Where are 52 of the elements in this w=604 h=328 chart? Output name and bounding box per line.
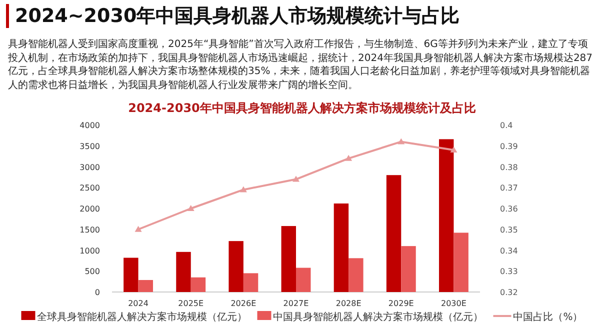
point <box>292 176 300 182</box>
y2-tick-label: 0.38 <box>500 162 518 172</box>
y2-tick-label: 0.4 <box>500 121 513 130</box>
x-tick-label: 2027E <box>283 299 309 308</box>
bar <box>176 252 191 292</box>
y-tick-label: 1000 <box>80 246 100 256</box>
bar <box>190 277 206 292</box>
y-tick-label: 0 <box>94 288 100 297</box>
y-tick-label: 2500 <box>80 184 100 193</box>
x-tick-label: 2024 <box>128 299 148 308</box>
y2-tick-label: 0.36 <box>500 204 518 214</box>
y-tick-label: 3000 <box>80 162 100 172</box>
y2-tick-label: 0.39 <box>500 142 518 151</box>
y-tick-label: 2000 <box>80 204 100 214</box>
bar <box>296 268 311 292</box>
bar <box>401 246 416 292</box>
bar <box>454 232 468 292</box>
x-tick-label: 2026E <box>230 299 256 308</box>
legend-label: 中国占比（%） <box>513 311 583 323</box>
point <box>134 226 142 232</box>
y2-tick-label: 0.33 <box>500 267 518 276</box>
bar <box>386 175 402 292</box>
bar <box>243 273 258 292</box>
x-tick-label: 2025E <box>178 299 204 308</box>
point <box>450 146 458 153</box>
bar <box>124 258 138 292</box>
text: 具身智能机器人受到国家高度重视，2025年“具身智能”首次写入政府工作报告，与生物制造、6G等并列列为未来产业，建立了专项投入机制，在市场政策的加持下，我国具身智能机器人市场迅速崛起，据统计，2024年我国具身智能机器人解决方案市场规模达287亿元，占全球具身智能机器人解决方案市场整体规模的35%，未来，随着我国人口老龄化日益加剧，养老护理等领域对具身智能机器人的需求也将日益增长，为我国具身智能机器人行业发展带来广阔的增长空间。 <box>8 38 594 92</box>
x-tick-label: 2028E <box>336 299 362 308</box>
chart-subtitle: 2024-2030年中国具身智能机器人解决方案市场规模统计及占比 <box>128 101 476 115</box>
y-tick-label: 500 <box>84 267 100 276</box>
y-tick-label: 3500 <box>80 142 100 151</box>
legend-label: 全球具身智能机器人解决方案市场规模（亿元） <box>37 311 248 323</box>
point <box>240 186 247 192</box>
bar <box>228 241 244 292</box>
y2-tick-label: 0.34 <box>500 246 518 256</box>
x-tick-label: 2029E <box>388 299 414 308</box>
legend-label: 中国具身智能机器人解决方案市场规模（亿元） <box>273 311 484 323</box>
point <box>345 154 352 161</box>
chart-title: 2024~2030年中国具身机器人市场规模统计与占比 <box>6 4 460 28</box>
y-tick-label: 4000 <box>80 121 100 130</box>
y2-tick-label: 0.37 <box>500 184 518 193</box>
bar <box>438 139 454 292</box>
bar <box>348 258 364 292</box>
y2-tick-label: 0.35 <box>500 225 518 234</box>
point <box>398 138 405 144</box>
y-tick-label: 1500 <box>80 225 100 234</box>
x-tick-label: 2030E <box>441 299 466 308</box>
bar <box>334 203 349 292</box>
bar <box>281 226 296 292</box>
point <box>187 205 194 211</box>
bar <box>138 280 154 292</box>
y2-tick-label: 0.32 <box>500 288 518 297</box>
